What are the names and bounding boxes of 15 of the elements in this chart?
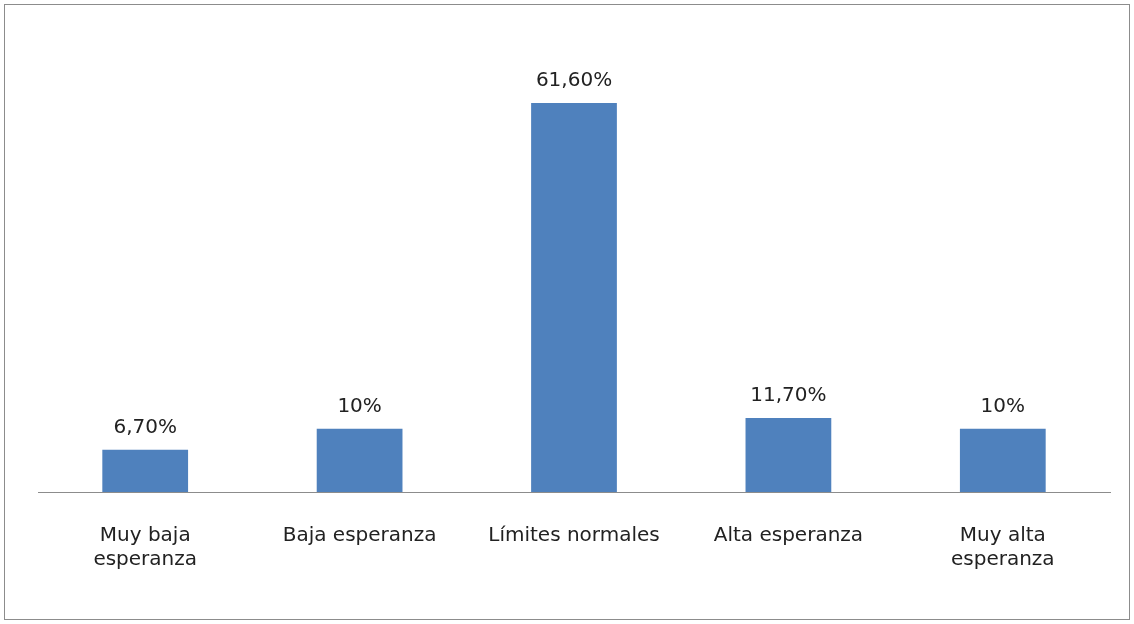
x-tick-label: Límites normales (488, 522, 660, 547)
x-tick-label: Alta esperanza (713, 522, 864, 547)
bar (316, 428, 403, 492)
x-tick-label: Baja esperanza (282, 522, 437, 547)
bar (102, 449, 189, 492)
data-label: 10% (337, 393, 382, 418)
data-label: 61,60% (535, 67, 613, 92)
data-label: 6,70% (113, 413, 177, 438)
x-tick-label: Muy baja esperanza (93, 522, 198, 571)
bar (745, 418, 832, 492)
x-tick-label: Muy alta esperanza (950, 522, 1055, 571)
bar (959, 428, 1046, 492)
bar (531, 103, 617, 492)
data-label: 11,70% (750, 382, 827, 407)
data-label: 10% (980, 393, 1026, 418)
